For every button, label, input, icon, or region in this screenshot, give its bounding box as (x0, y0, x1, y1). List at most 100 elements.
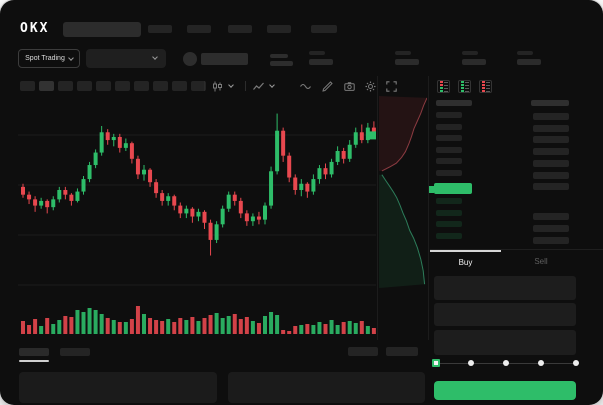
timeframe-button[interactable] (96, 81, 111, 91)
ask-row[interactable] (436, 112, 462, 118)
timeframe-button[interactable] (115, 81, 130, 91)
total-input[interactable] (434, 330, 576, 355)
nav-item[interactable] (187, 25, 211, 33)
orderbook-view-asks-icon[interactable] (479, 80, 492, 93)
candlestick-chart[interactable] (18, 98, 376, 338)
timeframe-button[interactable] (39, 81, 54, 91)
chart-type-icon[interactable] (212, 81, 223, 92)
timeframe-button[interactable] (20, 81, 35, 91)
last-price-bar[interactable] (434, 183, 472, 194)
candle-body (190, 208, 195, 217)
depth-map (379, 96, 427, 288)
candle-body (232, 194, 237, 201)
bottom-action-button[interactable] (386, 347, 418, 356)
percent-slider-stop[interactable] (503, 360, 509, 366)
amount-cell-placeholder (533, 171, 569, 179)
orders-table-placeholder (19, 372, 217, 403)
percent-slider-stop[interactable] (573, 360, 579, 366)
ask-row[interactable] (436, 135, 462, 142)
candle-body (51, 199, 56, 208)
percent-slider-stop[interactable] (538, 360, 544, 366)
timeframe-button[interactable] (191, 81, 206, 91)
volume-bar (287, 331, 292, 334)
nav-item[interactable] (311, 25, 337, 33)
volume-bar (311, 325, 316, 334)
candle-body (184, 208, 189, 214)
wave-tool-icon[interactable] (300, 81, 311, 92)
volume-bar (226, 316, 231, 334)
candle-body (148, 169, 153, 183)
amount-cell-placeholder (533, 124, 569, 132)
volume-bar (232, 314, 237, 334)
bid-row[interactable] (436, 198, 462, 204)
timeframe-button[interactable] (153, 81, 168, 91)
settings-gear-icon[interactable] (365, 81, 376, 92)
volume-bar (353, 323, 358, 334)
bid-row[interactable] (436, 221, 462, 228)
timeframe-button[interactable] (77, 81, 92, 91)
amount-input[interactable] (434, 303, 576, 326)
search-input[interactable] (63, 22, 141, 37)
timeframe-button[interactable] (134, 81, 149, 91)
candle-body (281, 130, 286, 156)
indicators-icon[interactable] (253, 81, 264, 92)
amount-cell-placeholder (533, 183, 569, 191)
orderbook-view-combined-icon[interactable] (437, 80, 450, 93)
last-price-placeholder (270, 54, 288, 58)
volume-bar (63, 316, 68, 334)
toolbar-divider (245, 81, 246, 91)
stat-label-placeholder (309, 51, 325, 55)
depth-bids-line (381, 174, 426, 285)
market-type-dropdown[interactable]: Spot Trading (18, 49, 80, 68)
volume-bar (33, 319, 38, 334)
volume-bar (51, 324, 56, 334)
timeframe-button[interactable] (172, 81, 187, 91)
pair-select-dropdown[interactable] (86, 49, 166, 68)
bid-row[interactable] (436, 209, 462, 216)
chevron-down-icon[interactable] (269, 82, 275, 88)
panel-divider (377, 76, 378, 340)
orderbook-view-bids-icon[interactable] (458, 80, 471, 93)
candle-body (305, 183, 310, 192)
percent-slider-handle[interactable] (432, 359, 440, 367)
tab-buy[interactable]: Buy (430, 250, 501, 272)
toolbar-divider (204, 81, 205, 91)
amount-cell-placeholder (533, 136, 569, 144)
ask-row[interactable] (436, 123, 462, 130)
stat-label-placeholder (395, 51, 411, 55)
volume-bar (281, 330, 286, 334)
candle-body (353, 132, 358, 145)
nav-item[interactable] (228, 25, 252, 33)
candle-body (196, 211, 201, 217)
ask-row[interactable] (436, 170, 462, 176)
nav-item[interactable] (267, 25, 291, 33)
volume-bar (347, 321, 352, 334)
volume-bar (21, 321, 25, 334)
buy-submit-button[interactable] (434, 381, 576, 400)
nav-item[interactable] (148, 25, 172, 33)
depth-asks-area (379, 96, 427, 171)
chevron-down-icon[interactable] (228, 82, 234, 88)
stat-value-placeholder (309, 59, 333, 65)
ask-row[interactable] (436, 158, 462, 165)
percent-slider-stop[interactable] (468, 360, 474, 366)
market-type-label: Spot Trading (25, 55, 65, 62)
candle-body (111, 136, 116, 141)
okx-logo: OKX (20, 21, 50, 36)
last-price-tag (429, 186, 434, 193)
volume-bar (142, 314, 146, 334)
bid-row[interactable] (436, 232, 462, 239)
bottom-tab-order-history[interactable] (60, 348, 90, 356)
ask-row[interactable] (436, 146, 462, 153)
price-input[interactable] (434, 276, 576, 300)
camera-icon[interactable] (344, 81, 355, 92)
fullscreen-icon[interactable] (386, 81, 397, 92)
draw-tool-icon[interactable] (322, 81, 333, 92)
tab-sell[interactable]: Sell (534, 256, 548, 266)
candle-body (250, 216, 255, 222)
bottom-action-button[interactable] (348, 347, 378, 356)
timeframe-button[interactable] (58, 81, 73, 91)
trade-tabs: Buy Sell (430, 249, 603, 271)
bottom-tab-open-orders[interactable] (19, 348, 49, 356)
